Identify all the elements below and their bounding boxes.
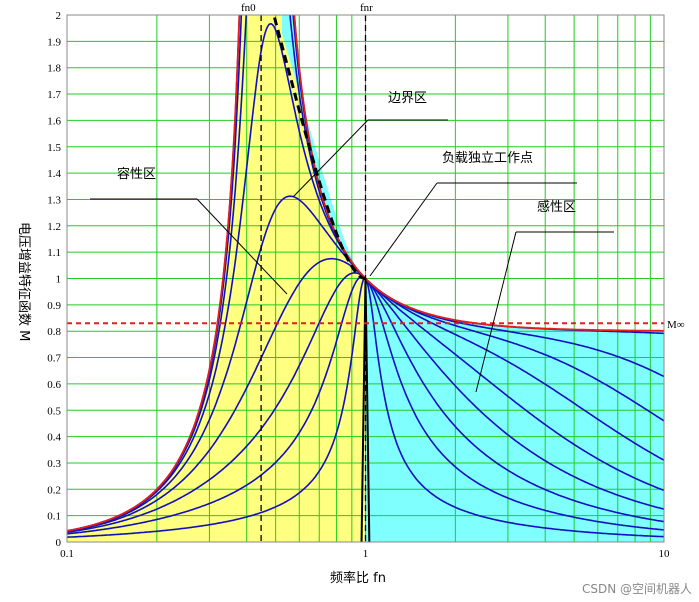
y-tick-label: 0 <box>56 537 62 549</box>
leader-inductive <box>475 231 517 393</box>
y-tick-label: 1.5 <box>47 142 61 154</box>
annotation-leaders <box>90 119 614 393</box>
reference-lines <box>67 15 664 542</box>
grid <box>66 14 664 543</box>
x-axis-title: 频率比 fn <box>330 570 386 586</box>
x-tick-label: 10 <box>659 548 671 560</box>
y-tick-label: 1.8 <box>47 63 61 75</box>
label-fn0: fn0 <box>241 2 256 14</box>
x-tick-label: 1 <box>363 548 369 560</box>
tick-labels: 00.10.20.30.40.50.60.70.80.911.11.21.31.… <box>47 10 670 560</box>
label-boundary: 边界区 <box>388 91 427 106</box>
leader-boundary <box>292 119 369 198</box>
y-tick-label: 1 <box>56 274 62 286</box>
label-independent-point: 负载独立工作点 <box>442 151 533 166</box>
y-tick-label: 1.4 <box>47 168 61 180</box>
leader-point <box>369 182 438 277</box>
y-tick-label: 0.8 <box>47 326 61 338</box>
y-tick-label: 1.1 <box>47 247 61 259</box>
watermark: CSDN @空间机器人 <box>582 582 692 596</box>
plot-frame <box>66 14 665 543</box>
label-inductive: 感性区 <box>537 199 576 215</box>
y-tick-label: 0.1 <box>47 511 61 523</box>
y-tick-label: 0.2 <box>47 484 61 496</box>
y-tick-label: 1.9 <box>47 36 61 48</box>
y-axis-title: 电压增益特征函数 M <box>16 222 31 341</box>
capacitive-region <box>67 15 366 542</box>
label-m-inf: M∞ <box>667 319 685 331</box>
y-tick-label: 2 <box>56 10 62 22</box>
x-tick-label: 0.1 <box>60 548 74 560</box>
y-tick-label: 0.7 <box>47 353 61 365</box>
leader-capacitive <box>196 198 288 295</box>
y-tick-label: 1.3 <box>47 194 61 206</box>
y-tick-label: 0.9 <box>47 300 61 312</box>
y-tick-label: 1.7 <box>47 89 61 101</box>
label-capacitive: 容性区 <box>117 166 156 182</box>
y-tick-label: 0.6 <box>47 379 61 391</box>
y-tick-label: 0.5 <box>47 405 61 417</box>
label-fnr: fnr <box>360 2 373 14</box>
y-tick-label: 0.4 <box>47 432 61 444</box>
y-tick-label: 1.2 <box>47 221 61 233</box>
y-tick-label: 1.6 <box>47 115 61 127</box>
y-tick-label: 0.3 <box>47 458 61 470</box>
